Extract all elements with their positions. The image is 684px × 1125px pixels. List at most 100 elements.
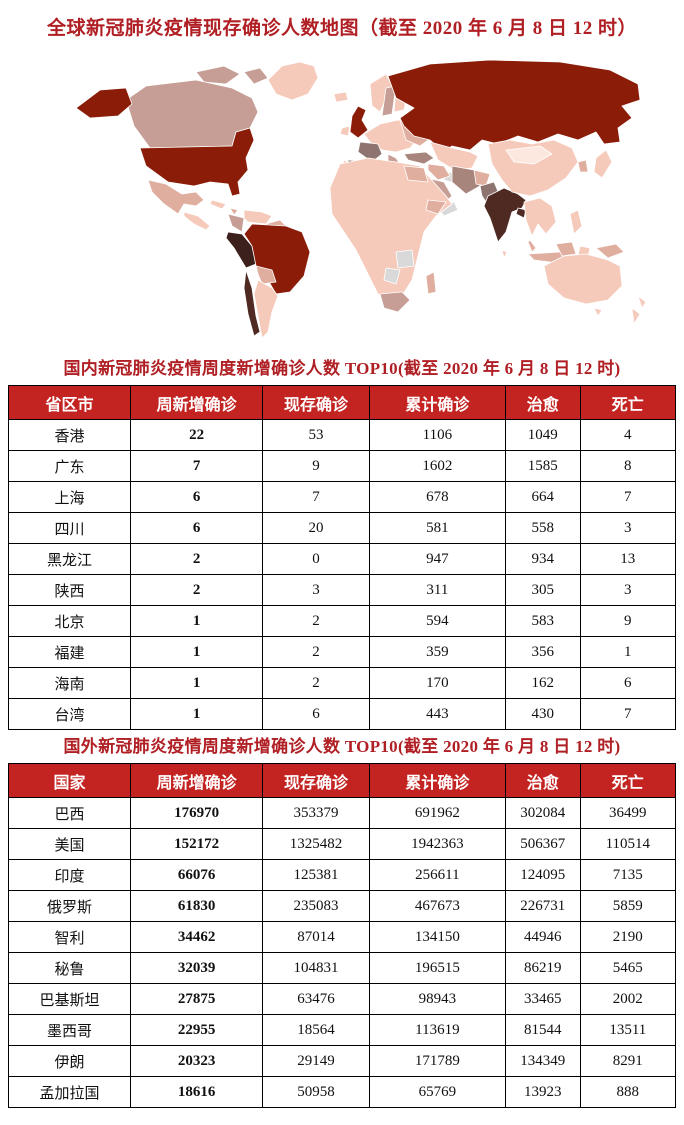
- table-cell: 104831: [262, 952, 370, 984]
- table-row: 墨西哥 22955 18564 113619 81544 13511: [7, 1014, 677, 1046]
- row-label: 香港: [7, 419, 132, 451]
- map-country-papua-new-guinea: [595, 243, 625, 259]
- table-cell: 256611: [368, 859, 506, 891]
- map-country-iran: [451, 165, 481, 195]
- map-region-southeast-asia: [523, 197, 557, 237]
- table-cell: 6: [579, 667, 677, 699]
- table-row: 上海 6 7 678 664 7: [7, 481, 677, 513]
- table-cell: 947: [368, 543, 506, 575]
- table-cell: 2: [262, 605, 370, 637]
- table-cell: 467673: [368, 890, 506, 922]
- table-cell: 583: [504, 605, 581, 637]
- row-label: 四川: [7, 512, 132, 544]
- column-header: 死亡: [579, 763, 677, 798]
- table-cell: 1325482: [262, 828, 370, 860]
- map-country-iceland: [333, 91, 349, 103]
- map-country-madagascar: [425, 271, 437, 295]
- table-cell: 86219: [504, 952, 581, 984]
- table-cell: 27875: [130, 983, 264, 1015]
- table-cell: 594: [368, 605, 506, 637]
- table-row: 巴基斯坦 27875 63476 98943 33465 2002: [7, 983, 677, 1015]
- table-cell: 66076: [130, 859, 264, 891]
- table-cell: 2: [130, 543, 264, 575]
- table-cell: 125381: [262, 859, 370, 891]
- map-country-mexico: [147, 179, 205, 215]
- table-row: 印度 66076 125381 256611 124095 7135: [7, 859, 677, 891]
- map-country-greenland: [267, 61, 319, 101]
- table-cell: 506367: [504, 828, 581, 860]
- column-header: 现存确诊: [262, 385, 370, 420]
- table-cell: 44946: [504, 921, 581, 953]
- map-country-uk: [349, 105, 369, 139]
- table-row: 福建 1 2 359 356 1: [7, 636, 677, 668]
- table-cell: 29149: [262, 1045, 370, 1077]
- table-cell: 691962: [368, 797, 506, 829]
- table-cell: 196515: [368, 952, 506, 984]
- table-cell: 110514: [579, 828, 677, 860]
- table-cell: 7: [579, 698, 677, 730]
- table-cell: 1: [130, 605, 264, 637]
- table-cell: 6: [130, 481, 264, 513]
- column-header: 现存确诊: [262, 763, 370, 798]
- row-label: 巴西: [7, 797, 132, 829]
- page-title: 全球新冠肺炎疫情现存确诊人数地图（截至 2020 年 6 月 8 日 12 时）: [46, 18, 637, 39]
- map-country-chile: [243, 269, 261, 337]
- table-cell: 162: [504, 667, 581, 699]
- table-cell: 581: [368, 512, 506, 544]
- table-cell: 1049: [504, 419, 581, 451]
- map-country-egypt: [403, 165, 429, 183]
- row-label: 黑龙江: [7, 543, 132, 575]
- table-cell: 2: [130, 574, 264, 606]
- table-cell: 0: [262, 543, 370, 575]
- world-map-figure: [0, 54, 684, 352]
- table-cell: 18564: [262, 1014, 370, 1046]
- table-cell: 81544: [504, 1014, 581, 1046]
- table-cell: 53: [262, 419, 370, 451]
- row-label: 巴基斯坦: [7, 983, 132, 1015]
- table-cell: 302084: [504, 797, 581, 829]
- map-country-philippines: [569, 209, 583, 235]
- table-cell: 356: [504, 636, 581, 668]
- row-label: 印度: [7, 859, 132, 891]
- map-country-cuba: [209, 199, 227, 210]
- table-cell: 124095: [504, 859, 581, 891]
- table-cell: 36499: [579, 797, 677, 829]
- table-row: 巴西 176970 353379 691962 302084 36499: [7, 797, 677, 829]
- table-cell: 226731: [504, 890, 581, 922]
- map-country-malaysia: [527, 239, 537, 253]
- map-country-mongolia: [505, 145, 553, 165]
- table-cell: 443: [368, 698, 506, 730]
- table-cell: 98943: [368, 983, 506, 1015]
- map-region-central-america: [183, 211, 211, 231]
- table-row: 智利 34462 87014 134150 44946 2190: [7, 921, 677, 953]
- table-cell: 134349: [504, 1045, 581, 1077]
- row-label: 美国: [7, 828, 132, 860]
- map-region-horn-of-africa: [425, 199, 447, 215]
- table-cell: 13: [579, 543, 677, 575]
- table-row: 陕西 2 3 311 305 3: [7, 574, 677, 606]
- row-label: 墨西哥: [7, 1014, 132, 1046]
- table-cell: 678: [368, 481, 506, 513]
- table-cell: 9: [262, 450, 370, 482]
- table-cell: 7: [579, 481, 677, 513]
- map-country-south-africa: [379, 291, 411, 313]
- map-country-new-zealand-south: [631, 307, 641, 325]
- row-label: 北京: [7, 605, 132, 637]
- map-country-venezuela: [243, 209, 273, 225]
- map-country-turkey: [403, 151, 435, 165]
- map-country-russia: [387, 59, 641, 153]
- table-row: 海南 1 2 170 162 6: [7, 667, 677, 699]
- table-cell: 558: [504, 512, 581, 544]
- table-cell: 134150: [368, 921, 506, 953]
- table-row: 伊朗 20323 29149 171789 134349 8291: [7, 1045, 677, 1077]
- map-region-tasmania: [593, 307, 603, 317]
- domestic-table-title: 国内新冠肺炎疫情周度新增确诊人数 TOP10(截至 2020 年 6 月 8 日…: [63, 359, 621, 378]
- table-cell: 2: [262, 667, 370, 699]
- row-label: 孟加拉国: [7, 1076, 132, 1108]
- map-country-usa: [139, 127, 255, 197]
- column-header: 治愈: [504, 385, 581, 420]
- map-country-canada: [125, 79, 259, 149]
- row-label: 伊朗: [7, 1045, 132, 1077]
- map-country-south-korea: [577, 159, 589, 173]
- table-cell: 61830: [130, 890, 264, 922]
